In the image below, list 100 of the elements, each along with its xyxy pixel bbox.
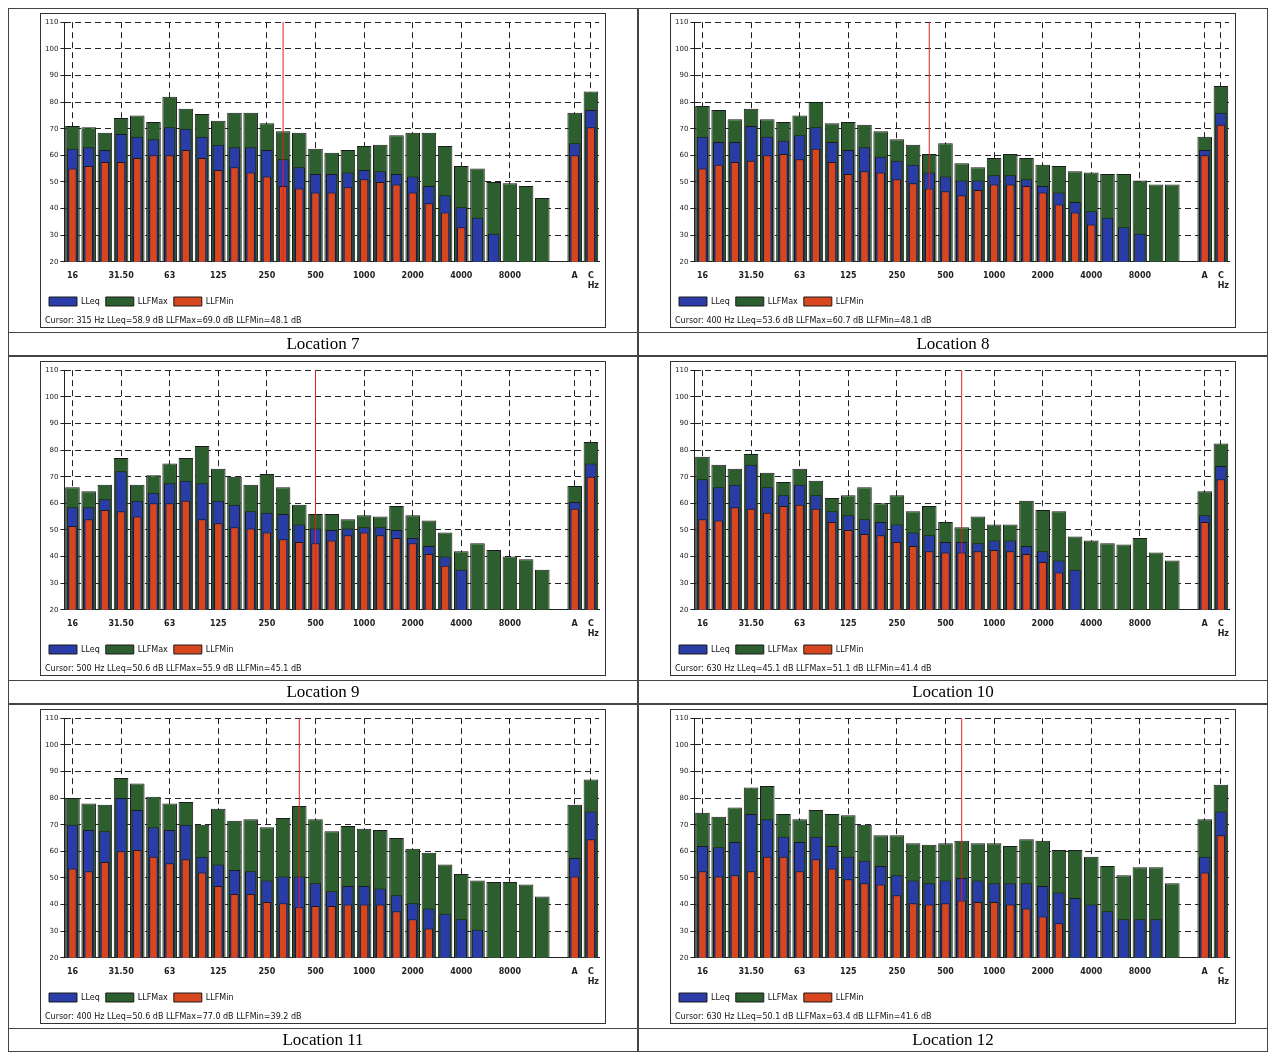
x-tick-label: 500: [307, 618, 325, 628]
x-tick-label: C: [1217, 618, 1224, 628]
x-tick-label: 63: [164, 270, 176, 280]
x-tick-label: A: [1201, 966, 1209, 976]
legend-label: LLFMin: [835, 992, 864, 1002]
x-tick-label: 2000: [401, 966, 425, 976]
legend-label: LLFMax: [137, 992, 169, 1002]
legend-label: LLeq: [81, 296, 100, 306]
text: Cursor: 630 Hz LLeq=45.1 dB LLFMax=51.1 dB LLFMin=41.4 dB: [674, 664, 933, 673]
x-tick-label: A: [1201, 270, 1209, 280]
x-tick-label: C: [587, 966, 594, 976]
x-axis-title: Hz: [587, 281, 600, 291]
x-tick-label: 500: [307, 270, 325, 280]
x-tick-label: 16: [66, 270, 79, 280]
x-tick-label: 125: [209, 270, 228, 280]
x-tick-label: 500: [937, 618, 955, 628]
x-tick-label: 250: [888, 618, 906, 628]
legend-label: LLFMax: [767, 992, 799, 1002]
x-tick-label: A: [1201, 618, 1209, 628]
x-tick-label: 250: [258, 618, 276, 628]
x-tick-label: 2000: [1031, 966, 1055, 976]
x-tick-label: 31.50: [108, 966, 135, 976]
x-tick-label: 31.50: [108, 270, 135, 280]
x-tick-label: 8000: [1128, 270, 1152, 280]
x-tick-label: 8000: [498, 270, 522, 280]
x-tick-label: 63: [794, 270, 806, 280]
x-tick-label: C: [1217, 270, 1224, 280]
x-tick-label: 4000: [1080, 270, 1103, 280]
legend-label: LLeq: [711, 644, 730, 654]
legend-label: LLFMin: [205, 992, 234, 1002]
x-tick-label: 4000: [450, 618, 473, 628]
x-tick-label: 1000: [352, 618, 376, 628]
x-tick-label: 125: [839, 270, 858, 280]
legend-label: LLFMax: [767, 296, 799, 306]
x-tick-label: 63: [164, 966, 176, 976]
x-tick-label: 125: [839, 618, 858, 628]
x-tick-label: 4000: [1080, 966, 1103, 976]
x-axis-title: Hz: [1217, 629, 1230, 639]
x-tick-label: 16: [696, 966, 709, 976]
legend-label: LLeq: [711, 296, 730, 306]
x-tick-label: 31.50: [108, 618, 135, 628]
legend-label: LLFMax: [137, 296, 169, 306]
x-tick-label: C: [587, 270, 594, 280]
legend-label: LLeq: [81, 992, 100, 1002]
x-tick-label: A: [571, 270, 579, 280]
x-tick-label: 1000: [982, 966, 1006, 976]
legend-label: LLFMin: [835, 296, 864, 306]
text: Cursor: 630 Hz LLeq=50.1 dB LLFMax=63.4 dB LLFMin=41.6 dB: [674, 1012, 933, 1021]
x-tick-label: A: [571, 966, 579, 976]
x-tick-label: 8000: [1128, 966, 1152, 976]
x-tick-label: A: [571, 618, 579, 628]
x-tick-label: 1000: [982, 618, 1006, 628]
legend-label: LLeq: [81, 644, 100, 654]
text: Cursor: 315 Hz LLeq=58.9 dB LLFMax=69.0 dB LLFMin=48.1 dB: [44, 316, 303, 325]
x-tick-label: 31.50: [738, 966, 765, 976]
x-axis-title: Hz: [587, 977, 600, 987]
x-tick-label: 1000: [352, 966, 376, 976]
text: Location 7: [9, 332, 637, 355]
x-tick-label: 2000: [1031, 270, 1055, 280]
x-tick-label: 250: [258, 270, 276, 280]
text: Location 12: [639, 1028, 1267, 1051]
x-tick-label: 500: [937, 966, 955, 976]
legend-label: LLFMin: [205, 296, 234, 306]
x-tick-label: 250: [888, 966, 906, 976]
x-tick-label: 31.50: [738, 270, 765, 280]
x-tick-label: 16: [696, 270, 709, 280]
x-axis-title: Hz: [587, 629, 600, 639]
text: Cursor: 400 Hz LLeq=53.6 dB LLFMax=60.7 dB LLFMin=48.1 dB: [674, 316, 933, 325]
x-tick-label: 63: [164, 618, 176, 628]
legend-label: LLeq: [711, 992, 730, 1002]
x-tick-label: 63: [794, 966, 806, 976]
x-axis-title: Hz: [1217, 281, 1230, 291]
x-tick-label: 2000: [1031, 618, 1055, 628]
legend-label: LLFMax: [767, 644, 799, 654]
text: Location 8: [639, 332, 1267, 355]
x-tick-label: 125: [839, 966, 858, 976]
x-tick-label: 250: [888, 270, 906, 280]
x-tick-label: 125: [209, 966, 228, 976]
text: Cursor: 400 Hz LLeq=50.6 dB LLFMax=77.0 dB LLFMin=39.2 dB: [44, 1012, 303, 1021]
text: Cursor: 500 Hz LLeq=50.6 dB LLFMax=55.9 dB LLFMin=45.1 dB: [44, 664, 303, 673]
x-tick-label: 2000: [401, 618, 425, 628]
x-tick-label: 500: [937, 270, 955, 280]
x-tick-label: 31.50: [738, 618, 765, 628]
x-tick-label: C: [587, 618, 594, 628]
x-tick-label: 500: [307, 966, 325, 976]
x-tick-label: 8000: [498, 966, 522, 976]
x-tick-label: 8000: [1128, 618, 1152, 628]
legend-label: LLFMin: [205, 644, 234, 654]
x-tick-label: C: [1217, 966, 1224, 976]
x-tick-label: 16: [696, 618, 709, 628]
legend-label: LLFMax: [137, 644, 169, 654]
x-tick-label: 4000: [450, 966, 473, 976]
x-tick-label: 8000: [498, 618, 522, 628]
x-tick-label: 125: [209, 618, 228, 628]
x-tick-label: 16: [66, 618, 79, 628]
x-tick-label: 4000: [1080, 618, 1103, 628]
text: Location 10: [639, 680, 1267, 703]
x-tick-label: 16: [66, 966, 79, 976]
x-tick-label: 2000: [401, 270, 425, 280]
legend-label: LLFMin: [835, 644, 864, 654]
